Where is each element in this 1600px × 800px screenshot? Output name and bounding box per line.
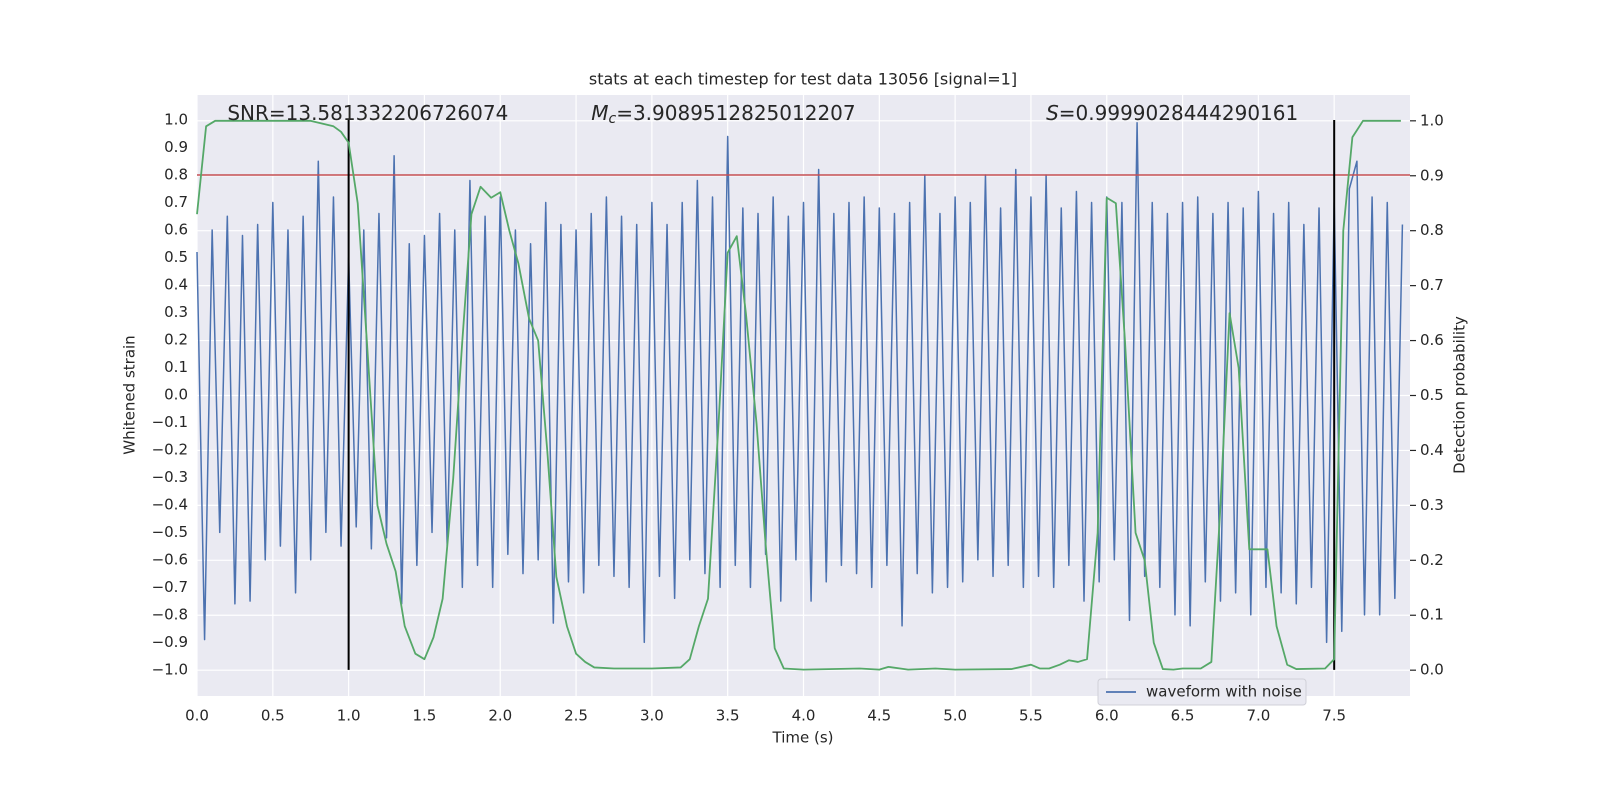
chart-title: stats at each timestep for test data 130… [589, 70, 1017, 89]
y-tick-label: −1.0 [152, 660, 188, 678]
y-tick-label: 0.2 [164, 330, 188, 348]
annotation-symbol: M [591, 101, 608, 125]
annotation: Mc=3.9089512825012207 [591, 101, 855, 128]
y2-tick-label: 0.6 [1420, 331, 1444, 349]
x-tick-label: 3.5 [716, 707, 740, 725]
y-tick-label: 1.0 [164, 111, 188, 129]
x-tick-label: 4.0 [792, 707, 816, 725]
y-tick-label: −0.7 [152, 578, 188, 596]
y-tick-label: 0.4 [164, 275, 188, 293]
annotation-symbol: S [1046, 101, 1059, 125]
x-tick-label: 6.0 [1095, 707, 1119, 725]
y2-tick-label: 0.2 [1420, 551, 1444, 569]
x-tick-label: 1.5 [413, 707, 437, 725]
y-tick-label: 0.0 [164, 385, 188, 403]
x-tick-label: 7.5 [1322, 707, 1346, 725]
y-tick-label: −0.1 [152, 413, 188, 431]
series-line [196, 122, 1404, 644]
annotation-text: SNR=13.581332206726074 [227, 101, 508, 125]
y2-tick-label: 0.0 [1420, 661, 1444, 679]
annotation-subscript: c [608, 111, 616, 127]
y-tick-label: −0.8 [152, 605, 188, 623]
x-tick-label: 5.0 [943, 707, 967, 725]
y-tick-label: −0.4 [152, 495, 188, 513]
y-tick-label: 0.3 [164, 303, 188, 321]
legend-label: waveform with noise [1146, 683, 1302, 701]
y2-tick-label: 1.0 [1420, 111, 1444, 129]
y-tick-label: −0.2 [152, 440, 188, 458]
x-tick-label: 5.5 [1019, 707, 1043, 725]
y2-tick-label: 0.9 [1420, 166, 1444, 184]
y2-tick-label: 0.3 [1420, 496, 1444, 514]
y-tick-label: 0.7 [164, 193, 188, 211]
x-tick-label: 7.0 [1246, 707, 1270, 725]
y2-tick-label: 0.5 [1420, 386, 1444, 404]
y2-tick-label: 0.1 [1420, 606, 1444, 624]
y2-tick-label: 0.4 [1420, 441, 1444, 459]
x-tick-label: 4.5 [867, 707, 891, 725]
series-line [196, 119, 1401, 671]
legend-box [1097, 678, 1307, 706]
y-tick-label: 0.5 [164, 248, 188, 266]
annotation-text: =3.9089512825012207 [616, 101, 855, 125]
y-tick-label: −0.3 [152, 468, 188, 486]
annotation: SNR=13.581332206726074 [227, 101, 508, 125]
y-tick-label: −0.5 [152, 523, 188, 541]
y-tick-label: 0.9 [164, 138, 188, 156]
x-tick-label: 0.5 [261, 707, 285, 725]
x-tick-label: 6.5 [1171, 707, 1195, 725]
x-tick-label: 2.0 [488, 707, 512, 725]
annotation-text: =0.9999028444290161 [1059, 101, 1298, 125]
y2-axis-label: Detection probability [1451, 316, 1469, 474]
x-tick-label: 0.0 [185, 707, 209, 725]
y-tick-label: 0.1 [164, 358, 188, 376]
y-tick-label: 0.8 [164, 166, 188, 184]
x-tick-label: 2.5 [564, 707, 588, 725]
y-tick-label: −0.9 [152, 633, 188, 651]
labels: 0.0 0.5 1.0 1.5 2.0 2.5 3.0 3.5 4.0 4.5 5.0 5.5 6.0 6… [152, 101, 1444, 725]
y2-tick-label: 0.8 [1420, 221, 1444, 239]
x-tick-label: 3.0 [640, 707, 664, 725]
annotation: S=0.9999028444290161 [1046, 101, 1298, 125]
y-tick-label: −0.6 [152, 550, 188, 568]
x-tick-label: 1.0 [337, 707, 361, 725]
marks [196, 119, 1410, 671]
y-tick-label: 0.6 [164, 220, 188, 238]
y-axis-label: Whitened strain [121, 335, 139, 454]
x-axis-label: Time (s) [772, 729, 834, 747]
y2-tick-label: 0.7 [1420, 276, 1444, 294]
